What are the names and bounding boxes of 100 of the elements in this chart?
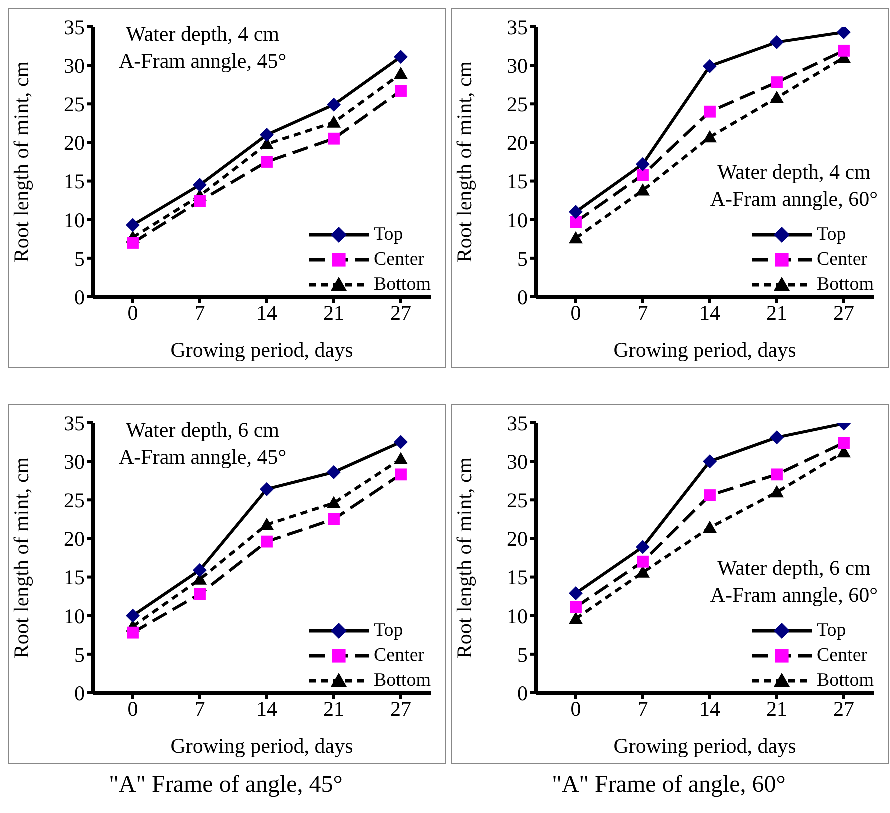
point	[261, 536, 273, 548]
point	[194, 195, 206, 208]
legend-label: Center	[374, 248, 425, 272]
text: A-Fram anngle, 45°	[119, 48, 287, 75]
x-tick-label: 21	[324, 300, 344, 325]
x-tick-label: 7	[638, 696, 648, 721]
y-tick-label: 25	[64, 488, 85, 513]
x-tick-label: 7	[638, 300, 648, 325]
point	[636, 540, 650, 554]
y-tick-label: 10	[507, 208, 528, 232]
legend-label: Center	[374, 644, 425, 668]
legend-label: Top	[374, 223, 404, 247]
point	[127, 626, 139, 639]
point	[770, 430, 784, 445]
y-tick-label: 25	[64, 92, 85, 117]
y-tick-label: 35	[507, 411, 528, 436]
point	[260, 518, 274, 530]
y-axis-title: Root length of mint, cm	[9, 457, 34, 659]
x-tick-label: 14	[256, 300, 278, 325]
x-tick-label: 0	[570, 696, 582, 721]
text: Water depth, 4 cm	[716, 159, 872, 186]
x-tick-label: 21	[766, 300, 788, 325]
point	[770, 90, 784, 104]
y-tick-label: 30	[64, 54, 85, 78]
text: A-Fram anngle, 45°	[119, 444, 287, 471]
text: "A" Frame of angle, 60°	[551, 772, 787, 799]
text: Water depth, 6 cm	[716, 555, 872, 582]
point	[636, 566, 650, 578]
text: A-Fram anngle, 60°	[710, 186, 878, 213]
point	[771, 468, 783, 481]
y-axis-title: Root length of mint, cm	[452, 457, 476, 659]
y-tick-label: 0	[518, 285, 528, 310]
point	[395, 85, 407, 97]
y-tick-label: 15	[64, 566, 85, 590]
point	[394, 452, 408, 465]
point	[569, 612, 583, 624]
y-tick-label: 20	[64, 131, 85, 156]
y-axis-title: Root length of mint, cm	[9, 61, 34, 263]
y-tick-label: 35	[64, 15, 85, 40]
x-tick-label: 21	[766, 696, 788, 721]
point	[193, 563, 207, 578]
point	[569, 586, 583, 600]
point	[126, 608, 140, 623]
point	[636, 157, 650, 172]
y-tick-label: 15	[507, 566, 528, 590]
x-tick-label: 14	[700, 300, 721, 325]
y-tick-label: 30	[507, 54, 528, 78]
x-tick-label: 14	[256, 696, 278, 721]
point	[569, 205, 583, 220]
chart-title: Water depth, 4 cm	[125, 21, 281, 48]
point	[703, 520, 717, 534]
point	[771, 76, 783, 88]
point	[328, 132, 340, 145]
point	[703, 130, 717, 143]
y-tick-label: 35	[507, 15, 528, 40]
point	[704, 490, 716, 502]
y-tick-label: 25	[507, 92, 528, 117]
point	[327, 496, 341, 508]
point	[395, 468, 407, 481]
point	[260, 482, 274, 496]
y-tick-label: 5	[518, 246, 528, 271]
x-tick-label: 27	[834, 696, 854, 721]
x-axis-title: Growing period, days	[170, 338, 354, 362]
point	[703, 59, 717, 74]
point	[327, 98, 341, 112]
point	[394, 67, 408, 80]
y-tick-label: 10	[64, 208, 85, 232]
point	[703, 454, 717, 469]
point	[570, 601, 582, 614]
x-tick-label: 14	[700, 696, 721, 721]
legend-label: Top	[816, 223, 846, 247]
point	[394, 435, 408, 450]
x-tick-label: 7	[194, 696, 206, 721]
y-tick-label: 10	[64, 604, 85, 628]
y-tick-label: 5	[74, 642, 85, 667]
point	[637, 556, 649, 568]
x-tick-label: 21	[324, 696, 344, 721]
text: "A" Frame of angle, 45°	[108, 772, 344, 799]
point	[770, 485, 784, 498]
x-axis-title: Growing period, days	[170, 734, 354, 758]
point	[194, 588, 206, 600]
y-tick-label: 5	[74, 246, 85, 271]
chart-title: Water depth, 6 cm	[125, 417, 281, 444]
point	[637, 169, 649, 182]
y-tick-label: 15	[64, 170, 85, 194]
point	[838, 437, 850, 450]
y-tick-label: 10	[507, 604, 528, 628]
x-tick-label: 27	[390, 300, 412, 325]
point	[327, 116, 341, 128]
x-tick-label: 27	[390, 696, 412, 721]
legend-label: Bottom	[374, 273, 431, 297]
y-tick-label: 15	[507, 170, 528, 194]
x-tick-label: 0	[570, 300, 582, 325]
point	[770, 35, 784, 50]
legend-label: Top	[816, 619, 846, 643]
y-tick-label: 20	[507, 527, 528, 552]
y-tick-label: 0	[518, 681, 528, 706]
point	[570, 216, 582, 228]
x-axis-title: Growing period, days	[614, 338, 796, 362]
y-tick-label: 25	[507, 488, 528, 513]
